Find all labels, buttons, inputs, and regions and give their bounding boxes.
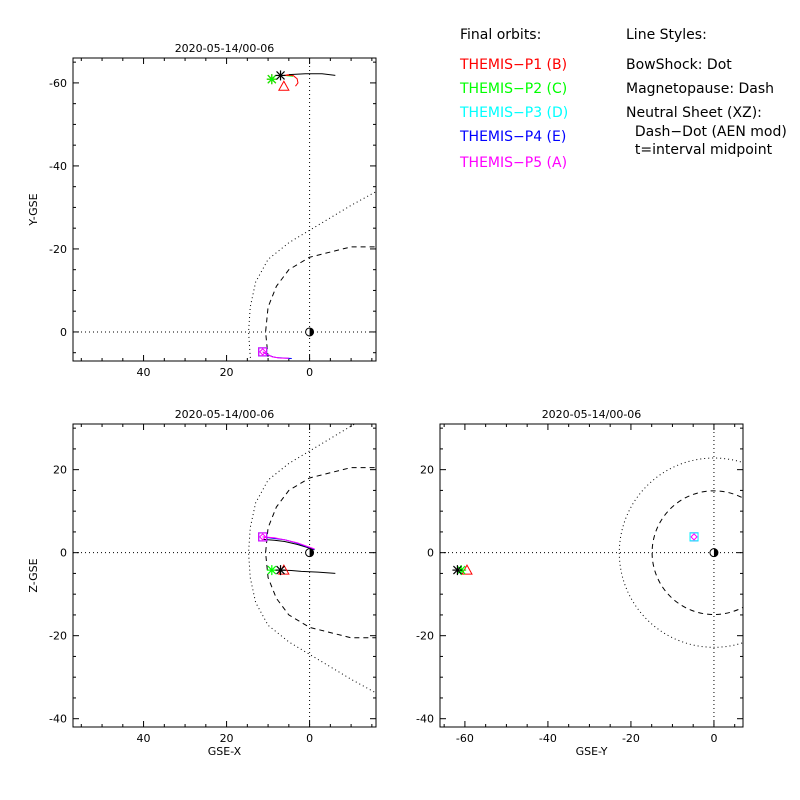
plot-frame <box>439 423 744 728</box>
x-tick-label: -60 <box>456 732 474 745</box>
orbit-p5-line <box>262 536 315 550</box>
x-tick-label: 20 <box>220 366 234 379</box>
plot-title: 2020-05-14/00-06 <box>542 408 642 421</box>
x-tick-label: 20 <box>220 732 234 745</box>
yz-plane-panel: 2020-05-14/00-06 -60 -40 -20 0 -40 -20 0 20 GSE-Y <box>416 408 744 758</box>
marker-p2-asterisk <box>266 565 277 576</box>
asterisk-stroke <box>267 74 277 84</box>
legend-probe-p5: THEMIS−P5 (A) <box>460 155 568 171</box>
y-axis-label: Y-GSE <box>27 193 40 226</box>
asterisk-stroke <box>276 71 285 80</box>
plot-area <box>73 424 376 727</box>
earth-night-side <box>309 548 314 557</box>
marker-p5-diamond <box>258 348 267 356</box>
marker-p5-square <box>258 347 268 357</box>
x-tick-label: -40 <box>539 732 557 745</box>
magnetopause-curve <box>265 246 376 357</box>
plot-frame <box>72 57 377 362</box>
marker-p5-diamond <box>690 533 698 541</box>
asterisk-stroke <box>453 565 462 575</box>
asterisk-stroke <box>267 565 277 575</box>
marker-p5-diamond <box>258 533 267 541</box>
earth-night-side <box>309 327 314 336</box>
line-style-bowshock: BowShock: Dot <box>626 57 732 73</box>
y-tick-label: -20 <box>49 243 67 256</box>
y-tick-label: 0 <box>60 326 67 339</box>
marker-p1-triangle <box>278 80 290 91</box>
marker-p5-square <box>258 532 268 542</box>
y-tick-label: -40 <box>49 713 67 726</box>
legend-probe-p2: THEMIS−P2 (C) <box>460 81 568 97</box>
orbit-reference-line <box>280 569 336 574</box>
plot-area <box>73 58 376 361</box>
legend-probe-p3: THEMIS−P3 (D) <box>460 105 569 121</box>
plot-title: 2020-05-14/00-06 <box>175 42 275 55</box>
y-axis-label: Z-GSE <box>27 558 40 592</box>
legend-probe-p1: THEMIS−P1 (B) <box>460 57 568 73</box>
bow-shock-curve <box>248 191 376 361</box>
y-tick-label: 0 <box>427 547 434 560</box>
asterisk-stroke <box>276 565 285 575</box>
plot-title: 2020-05-14/00-06 <box>175 408 275 421</box>
y-tick-label: -20 <box>416 630 434 643</box>
x-tick-label: 40 <box>137 732 151 745</box>
legend-probe-p4: THEMIS−P4 (E) <box>460 129 567 145</box>
orbit-reference-line <box>288 73 336 76</box>
line-style-neutral-sheet: Neutral Sheet (XZ): <box>626 105 762 121</box>
line-styles-header: Line Styles: <box>626 27 707 43</box>
x-tick-label: -20 <box>622 732 640 745</box>
magnetopause-circle <box>651 490 743 615</box>
earth-night-side <box>713 548 718 557</box>
plot-area <box>440 424 743 727</box>
bow-shock-circle <box>618 457 743 648</box>
marker-ref-asterisk <box>452 565 463 576</box>
y-tick-label: -20 <box>49 630 67 643</box>
xy-plane-panel: 2020-05-14/00-06 40 20 0 -60 -40 -20 0 Y-GSE <box>27 42 377 379</box>
x-tick-label: 40 <box>137 366 151 379</box>
y-tick-label: -40 <box>416 713 434 726</box>
final-orbits-header: Final orbits: <box>460 27 542 43</box>
y-tick-label: 20 <box>420 464 434 477</box>
x-tick-label: 0 <box>306 366 313 379</box>
marker-ref-asterisk <box>275 565 286 576</box>
x-axis-label: GSE-Y <box>576 745 608 758</box>
plot-frame <box>72 423 377 728</box>
y-tick-label: 20 <box>53 464 67 477</box>
line-style-midpoint-note: t=interval midpoint <box>626 142 773 158</box>
magnetopause-curve <box>265 467 376 639</box>
x-tick-label: 0 <box>306 732 313 745</box>
line-style-neutral-sheet-detail: Dash−Dot (AEN mod) <box>626 124 787 140</box>
line-style-magnetopause: Magnetopause: Dash <box>626 81 775 97</box>
marker-p2-asterisk <box>266 74 277 85</box>
y-tick-label: -60 <box>49 77 67 90</box>
x-axis-label: GSE-X <box>208 745 242 758</box>
y-tick-label: 0 <box>60 547 67 560</box>
marker-p3-square <box>689 532 699 542</box>
marker-ref-asterisk <box>275 70 286 81</box>
y-tick-label: -40 <box>49 160 67 173</box>
x-tick-label: 0 <box>710 732 717 745</box>
